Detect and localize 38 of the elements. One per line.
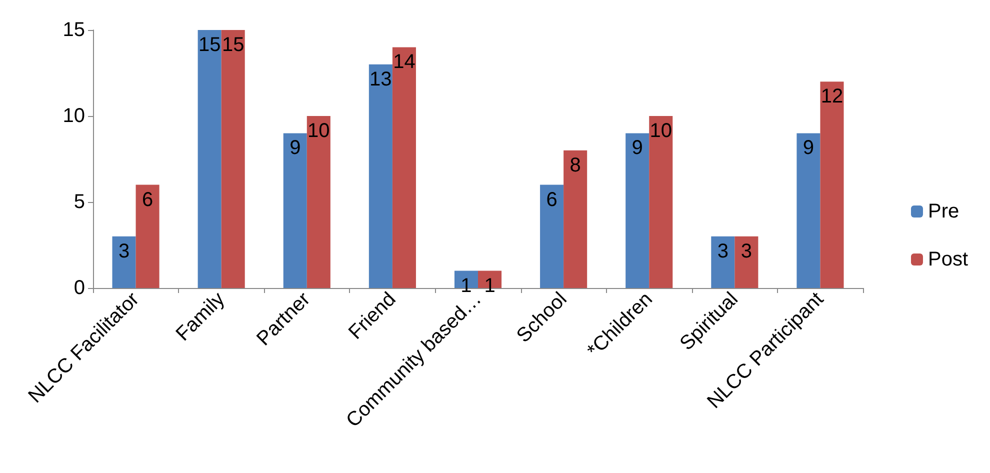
bar: [711, 236, 735, 288]
data-label: 9: [290, 137, 301, 160]
bar: [368, 64, 392, 288]
data-label: 15: [222, 34, 244, 56]
data-label: 3: [740, 240, 752, 262]
bar: [221, 30, 245, 288]
data-label: 10: [650, 120, 672, 142]
y-tick-label: 5: [74, 191, 85, 213]
bar: [198, 30, 222, 288]
data-label: 15: [198, 34, 221, 56]
legend-label: Pre: [928, 200, 960, 222]
data-label: 6: [142, 188, 154, 211]
bar: [820, 82, 844, 288]
bar: [306, 116, 330, 288]
bar: [796, 133, 820, 288]
bar: [649, 116, 673, 288]
bar: [564, 150, 588, 288]
bar: [112, 236, 136, 288]
data-label: 14: [393, 51, 416, 74]
data-label: 9: [802, 137, 814, 160]
data-label: 13: [370, 68, 392, 90]
bar: [540, 184, 564, 288]
bar: [283, 133, 307, 288]
bar: [392, 47, 416, 288]
data-label: 6: [546, 188, 558, 211]
bar: [136, 184, 160, 288]
legend-label: Post: [928, 248, 968, 270]
bar: [734, 236, 758, 288]
bar: [626, 133, 650, 288]
data-label: 9: [632, 137, 643, 160]
data-label: 12: [820, 86, 844, 108]
y-tick-label: 0: [74, 277, 85, 299]
y-tick-label: 15: [62, 19, 85, 41]
data-label: 10: [308, 120, 330, 142]
data-label: 3: [118, 240, 130, 262]
data-label: 8: [570, 154, 581, 176]
data-label: 3: [717, 240, 728, 262]
y-tick-label: 10: [62, 105, 85, 127]
